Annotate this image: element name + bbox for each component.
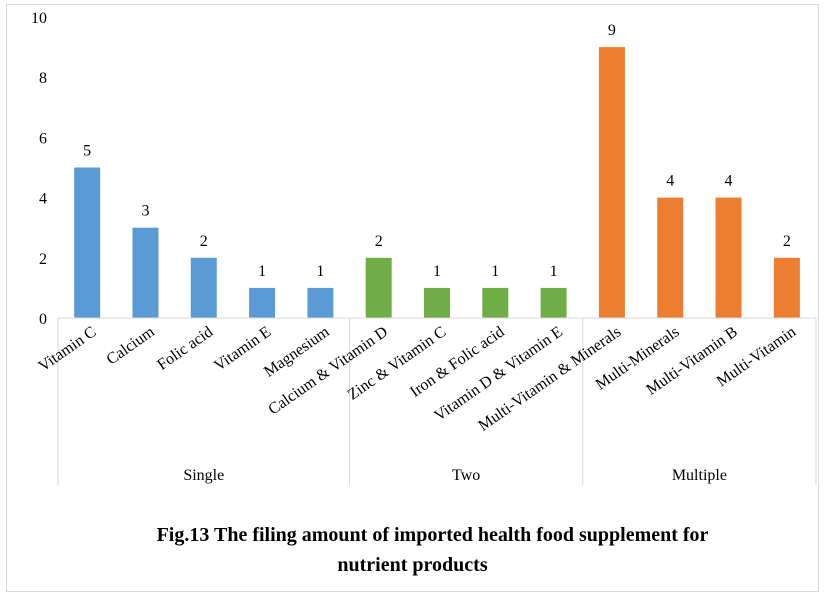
data-label: 5 (83, 143, 91, 160)
bar (74, 167, 101, 318)
group-label: Two (452, 467, 480, 484)
bar (424, 287, 450, 318)
data-label: 1 (550, 263, 558, 280)
category-label: Zinc & Vitamin C (345, 323, 449, 403)
y-tick-label: 8 (39, 70, 47, 87)
bar (482, 287, 509, 318)
bar (657, 197, 684, 318)
data-label: 1 (316, 263, 324, 280)
data-label: 1 (491, 263, 499, 280)
data-labels: 5 3 2 1 1 2 1 1 1 9 4 4 2 (83, 22, 791, 280)
category-label: Vitamin C (36, 323, 100, 375)
bar (307, 287, 334, 318)
data-label: 3 (141, 203, 149, 220)
data-label: 4 (725, 173, 733, 190)
data-label: 4 (666, 173, 674, 190)
chart-frame (6, 4, 819, 592)
group-labels: Single Two Multiple (183, 467, 727, 484)
caption-line-2: nutrient products (337, 554, 488, 576)
data-label: 1 (258, 263, 266, 280)
data-label: 2 (375, 233, 383, 250)
y-tick-label: 4 (39, 191, 47, 208)
bar (715, 197, 742, 318)
bar (132, 227, 159, 318)
data-label: 1 (433, 263, 441, 280)
bar (540, 287, 567, 318)
data-label: 2 (200, 233, 208, 250)
caption-line-1: Fig.13 The filing amount of imported hea… (156, 524, 709, 546)
category-label: Folic acid (154, 323, 216, 373)
y-axis-ticks: 0 2 4 6 8 10 (31, 10, 47, 328)
y-tick-label: 2 (39, 251, 47, 268)
bar (598, 47, 625, 318)
group-label: Multiple (672, 467, 727, 484)
bars (74, 47, 800, 318)
data-label: 2 (783, 233, 791, 250)
bar (249, 287, 276, 318)
data-label: 9 (608, 22, 616, 39)
bar (365, 257, 392, 318)
figure-caption: Fig.13 The filing amount of imported hea… (0, 520, 825, 580)
group-label: Single (183, 467, 224, 484)
bar (190, 257, 217, 318)
category-label: Calcium (104, 323, 159, 368)
y-tick-label: 10 (31, 10, 47, 27)
x-axis (57, 317, 817, 485)
bar (773, 257, 800, 318)
y-tick-label: 0 (39, 311, 47, 328)
y-tick-label: 6 (39, 130, 47, 147)
